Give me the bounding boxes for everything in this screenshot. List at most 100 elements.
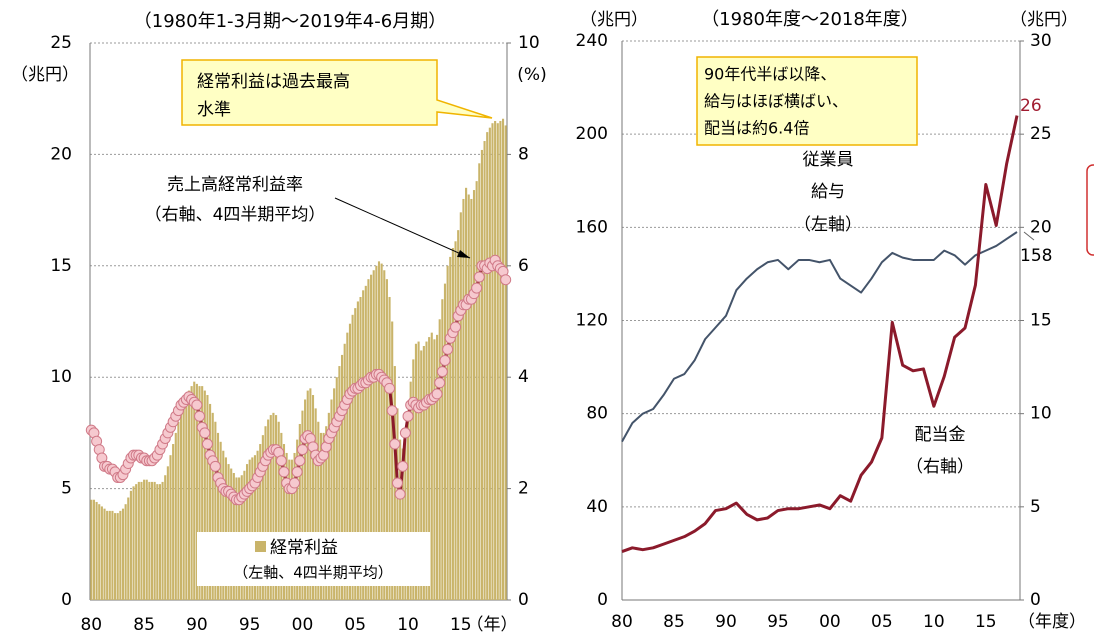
x-tick-label: 05 bbox=[871, 612, 893, 632]
bar bbox=[459, 212, 462, 600]
x-tick-label: 15 bbox=[450, 615, 472, 635]
marker bbox=[436, 366, 448, 378]
bar bbox=[135, 484, 138, 600]
bar bbox=[494, 120, 497, 600]
x-tick-label: 85 bbox=[133, 615, 155, 635]
bar bbox=[388, 296, 391, 600]
series-label: 給与 bbox=[811, 182, 845, 202]
marker bbox=[471, 282, 483, 294]
bar bbox=[499, 120, 502, 600]
bar bbox=[224, 457, 227, 600]
series-label: （右軸） bbox=[906, 457, 974, 477]
bar bbox=[280, 432, 283, 600]
bar bbox=[362, 290, 365, 600]
marker bbox=[397, 460, 409, 472]
bar bbox=[327, 412, 330, 600]
y2-axis-unit: （兆円） bbox=[1010, 10, 1078, 30]
y-tick-label: 10 bbox=[50, 367, 72, 387]
bar bbox=[422, 346, 425, 600]
legend-box bbox=[197, 532, 430, 586]
x-tick-label: 15 bbox=[975, 612, 997, 632]
x-tick-label: 05 bbox=[344, 615, 366, 635]
y2-tick-label: 15 bbox=[1030, 311, 1052, 331]
y2-tick-label: 4 bbox=[518, 367, 529, 387]
bar bbox=[275, 415, 278, 600]
callout-box bbox=[696, 56, 918, 146]
bar bbox=[98, 504, 101, 600]
legend-label: 経常利益 bbox=[270, 538, 338, 558]
bar bbox=[414, 343, 418, 600]
leader-line bbox=[1023, 231, 1035, 241]
bar bbox=[364, 285, 367, 600]
bar bbox=[114, 513, 117, 600]
bar bbox=[443, 283, 447, 600]
bar bbox=[470, 198, 473, 600]
y2-axis-unit: (%) bbox=[517, 65, 546, 85]
bar bbox=[304, 399, 307, 600]
bar bbox=[298, 423, 301, 600]
marker bbox=[275, 455, 287, 467]
bar bbox=[399, 439, 402, 600]
bar bbox=[465, 187, 468, 600]
series-label: 従業員 bbox=[803, 150, 854, 170]
marker bbox=[391, 477, 403, 489]
bar bbox=[248, 459, 251, 600]
x-tick-label: 90 bbox=[186, 615, 208, 635]
bar bbox=[187, 390, 191, 600]
y-axis-unit: （兆円） bbox=[11, 65, 79, 85]
bar bbox=[335, 377, 338, 600]
y-tick-label: 40 bbox=[586, 497, 608, 517]
bar bbox=[132, 486, 135, 600]
marker bbox=[473, 271, 485, 283]
callout-text: 給与はほぼ横ばい、 bbox=[704, 92, 848, 111]
bar bbox=[277, 421, 280, 600]
bar bbox=[182, 406, 185, 600]
y2-tick-label: 0 bbox=[1030, 590, 1041, 610]
x-tick-label: 90 bbox=[715, 612, 737, 632]
marker bbox=[209, 460, 221, 472]
bar bbox=[177, 421, 180, 600]
chart-title: （1980年度～2018年度） bbox=[701, 9, 919, 30]
bar bbox=[140, 481, 143, 600]
bar bbox=[261, 435, 264, 600]
callout-text: 経常利益は過去最高 bbox=[197, 72, 350, 92]
bar bbox=[451, 247, 454, 600]
bar bbox=[90, 499, 93, 600]
bar bbox=[111, 510, 114, 600]
y-tick-label: 160 bbox=[576, 217, 608, 237]
marker bbox=[194, 410, 206, 422]
x-tick-label: 00 bbox=[292, 615, 314, 635]
bar bbox=[95, 501, 98, 600]
y-tick-label: 240 bbox=[576, 31, 608, 51]
bar bbox=[103, 508, 106, 600]
y-tick-label: 25 bbox=[50, 33, 72, 53]
x-tick-label: 95 bbox=[767, 612, 789, 632]
marker bbox=[386, 405, 398, 417]
legend-swatch bbox=[255, 541, 266, 552]
y2-tick-label: 2 bbox=[518, 479, 529, 499]
bar bbox=[333, 388, 336, 600]
arrow bbox=[334, 197, 471, 259]
end-value-label: 158 bbox=[1020, 246, 1052, 266]
marker bbox=[294, 455, 306, 467]
bar bbox=[100, 506, 103, 600]
bar bbox=[496, 123, 499, 600]
y-tick-label: 0 bbox=[61, 590, 72, 610]
bar bbox=[253, 455, 257, 600]
bar bbox=[222, 450, 225, 600]
x-tick-label: 95 bbox=[239, 615, 261, 635]
cut-off-box bbox=[1086, 164, 1094, 256]
bar bbox=[433, 339, 436, 600]
bar bbox=[317, 421, 320, 600]
series-label: 売上高経常利益率 bbox=[167, 175, 303, 195]
bar bbox=[330, 399, 333, 600]
marker bbox=[434, 377, 446, 389]
bar bbox=[124, 504, 127, 600]
y-axis-unit: （兆円） bbox=[580, 10, 648, 30]
bar bbox=[256, 450, 259, 600]
bar bbox=[436, 334, 439, 600]
bar bbox=[203, 390, 206, 600]
y-tick-label: 5 bbox=[61, 479, 72, 499]
bar bbox=[219, 441, 222, 600]
bar bbox=[446, 265, 449, 600]
